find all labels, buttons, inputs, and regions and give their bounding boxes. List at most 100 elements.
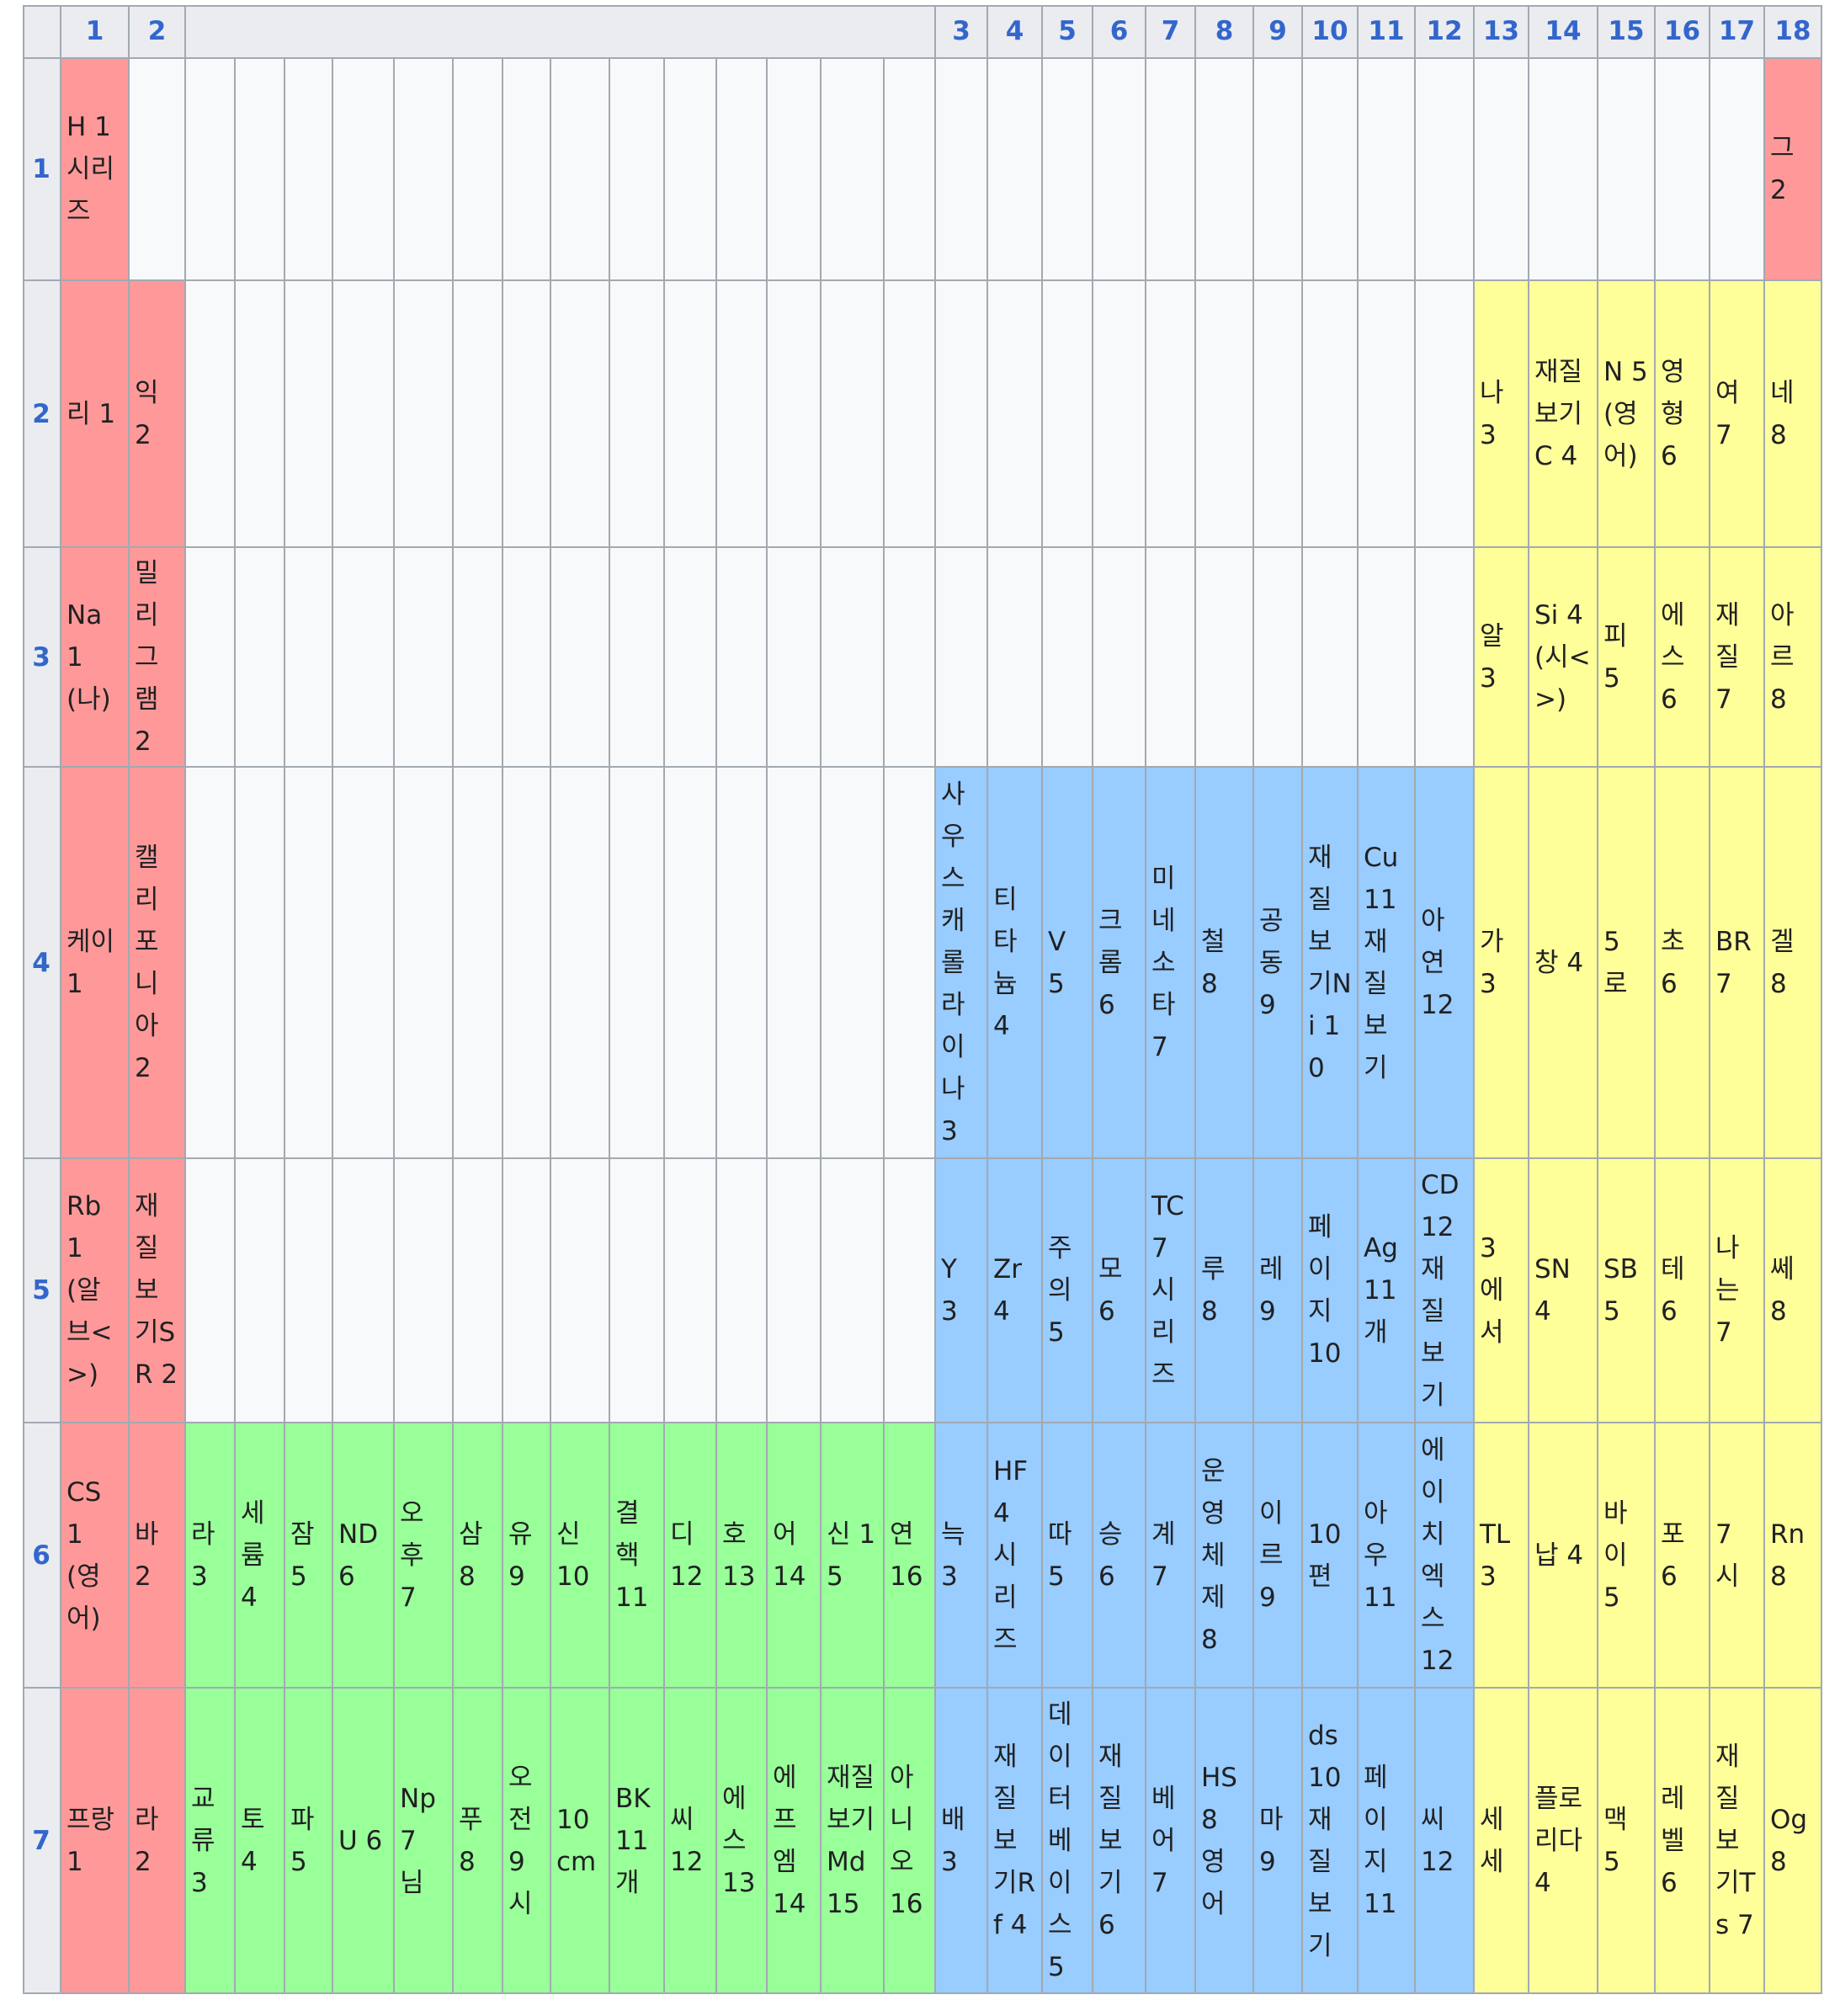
element-cell[interactable]: 어 14 [768, 1423, 822, 1689]
element-cell[interactable]: 에스 13 [717, 1689, 768, 1994]
element-cell[interactable]: TC 7 시리즈 [1146, 1159, 1196, 1423]
element-cell[interactable]: 재질보기Ts 7 [1710, 1689, 1765, 1994]
element-cell[interactable]: 10 cm [551, 1689, 610, 1994]
element-cell[interactable]: 신 15 [822, 1423, 885, 1689]
element-cell[interactable]: 티타늄 4 [988, 768, 1043, 1159]
row-header[interactable]: 6 [23, 1423, 61, 1689]
element-cell[interactable]: 디 12 [665, 1423, 717, 1689]
element-cell[interactable]: 테 6 [1656, 1159, 1710, 1423]
column-header[interactable]: 17 [1710, 5, 1765, 59]
element-cell[interactable]: 바이 5 [1598, 1423, 1656, 1689]
element-cell[interactable]: 아우 11 [1359, 1423, 1416, 1689]
element-cell[interactable]: 재질보기Rf 4 [988, 1689, 1043, 1994]
element-cell[interactable]: 나 3 [1475, 281, 1529, 548]
element-cell[interactable]: V 5 [1043, 768, 1093, 1159]
column-header[interactable]: 8 [1196, 5, 1254, 59]
element-cell[interactable]: 늑 3 [936, 1423, 988, 1689]
element-cell[interactable]: 사우스캐롤라이나 3 [936, 768, 988, 1159]
element-cell[interactable]: 알 3 [1475, 548, 1529, 768]
element-cell[interactable]: 페이지 11 [1359, 1689, 1416, 1994]
element-cell[interactable]: 마 9 [1254, 1689, 1303, 1994]
element-cell[interactable]: 캘리포니아 2 [130, 768, 186, 1159]
row-header[interactable]: 5 [23, 1159, 61, 1423]
element-cell[interactable]: Rb 1 (알브<>) [61, 1159, 130, 1423]
element-cell[interactable]: 모 6 [1093, 1159, 1146, 1423]
element-cell[interactable]: 프랑 1 [61, 1689, 130, 1994]
element-cell[interactable]: 가 3 [1475, 768, 1529, 1159]
element-cell[interactable]: 맥 5 [1598, 1689, 1656, 1994]
element-cell[interactable]: 아연 12 [1416, 768, 1475, 1159]
element-cell[interactable]: 쎄 8 [1765, 1159, 1822, 1423]
element-cell[interactable]: 7 시 [1710, 1423, 1765, 1689]
element-cell[interactable]: ND 6 [333, 1423, 395, 1689]
column-header[interactable]: 3 [936, 5, 988, 59]
element-cell[interactable]: 연 16 [885, 1423, 936, 1689]
element-cell[interactable]: Ag 11 개 [1359, 1159, 1416, 1423]
row-header[interactable]: 3 [23, 548, 61, 768]
element-cell[interactable]: BR 7 [1710, 768, 1765, 1159]
column-header[interactable]: 1 [61, 5, 130, 59]
element-cell[interactable]: ds 10 재질보기 [1303, 1689, 1359, 1994]
element-cell[interactable]: 철 8 [1196, 768, 1254, 1159]
element-cell[interactable]: 그 2 [1765, 59, 1822, 281]
element-cell[interactable]: 재질보기C 4 [1529, 281, 1598, 548]
row-header[interactable]: 4 [23, 768, 61, 1159]
element-cell[interactable]: SN 4 [1529, 1159, 1598, 1423]
element-cell[interactable]: 오전 9 시 [503, 1689, 551, 1994]
element-cell[interactable]: 겔 8 [1765, 768, 1822, 1159]
element-cell[interactable]: 익 2 [130, 281, 186, 548]
element-cell[interactable]: Np 7 님 [395, 1689, 454, 1994]
element-cell[interactable]: 결핵 11 [610, 1423, 665, 1689]
element-cell[interactable]: Y 3 [936, 1159, 988, 1423]
element-cell[interactable]: 씨 12 [1416, 1689, 1475, 1994]
column-header[interactable]: 6 [1093, 5, 1146, 59]
element-cell[interactable]: 신 10 [551, 1423, 610, 1689]
element-cell[interactable]: 세세 [1475, 1689, 1529, 1994]
element-cell[interactable]: 토 4 [236, 1689, 285, 1994]
element-cell[interactable]: Si 4 (시<>) [1529, 548, 1598, 768]
element-cell[interactable]: 나는 7 [1710, 1159, 1765, 1423]
element-cell[interactable]: CS 1 (영어) [61, 1423, 130, 1689]
element-cell[interactable]: 피 5 [1598, 548, 1656, 768]
element-cell[interactable]: 크롬 6 [1093, 768, 1146, 1159]
element-cell[interactable]: Rn 8 [1765, 1423, 1822, 1689]
element-cell[interactable]: 케이 1 [61, 768, 130, 1159]
element-cell[interactable]: 루 8 [1196, 1159, 1254, 1423]
element-cell[interactable]: 초 6 [1656, 768, 1710, 1159]
element-cell[interactable]: 포 6 [1656, 1423, 1710, 1689]
row-header[interactable]: 1 [23, 59, 61, 281]
element-cell[interactable]: 라 2 [130, 1689, 186, 1994]
element-cell[interactable]: 아니오 16 [885, 1689, 936, 1994]
element-cell[interactable]: 승 6 [1093, 1423, 1146, 1689]
element-cell[interactable]: 계 7 [1146, 1423, 1196, 1689]
element-cell[interactable]: 파 5 [285, 1689, 333, 1994]
column-header[interactable]: 12 [1416, 5, 1475, 59]
element-cell[interactable]: 재질 7 [1710, 548, 1765, 768]
element-cell[interactable]: BK 11 개 [610, 1689, 665, 1994]
column-header[interactable]: 9 [1254, 5, 1303, 59]
element-cell[interactable]: 재질보기Ni 10 [1303, 768, 1359, 1159]
element-cell[interactable]: 운영체제 8 [1196, 1423, 1254, 1689]
column-header[interactable]: 15 [1598, 5, 1656, 59]
element-cell[interactable]: 잠 5 [285, 1423, 333, 1689]
element-cell[interactable]: 라 3 [186, 1423, 236, 1689]
element-cell[interactable]: 리 1 [61, 281, 130, 548]
element-cell[interactable]: 따 5 [1043, 1423, 1093, 1689]
element-cell[interactable]: SB 5 [1598, 1159, 1656, 1423]
element-cell[interactable]: 네 8 [1765, 281, 1822, 548]
column-header[interactable]: 18 [1765, 5, 1822, 59]
element-cell[interactable]: 바 2 [130, 1423, 186, 1689]
element-cell[interactable]: 씨 12 [665, 1689, 717, 1994]
element-cell[interactable]: N 5 (영어) [1598, 281, 1656, 548]
element-cell[interactable]: 레벨 6 [1656, 1689, 1710, 1994]
element-cell[interactable]: 교류 3 [186, 1689, 236, 1994]
element-cell[interactable]: 배 3 [936, 1689, 988, 1994]
element-cell[interactable]: HS 8 영어 [1196, 1689, 1254, 1994]
element-cell[interactable]: 주의 5 [1043, 1159, 1093, 1423]
element-cell[interactable]: 3 에서 [1475, 1159, 1529, 1423]
element-cell[interactable]: 플로리다 4 [1529, 1689, 1598, 1994]
column-header[interactable]: 14 [1529, 5, 1598, 59]
element-cell[interactable]: Na 1 (나) [61, 548, 130, 768]
element-cell[interactable]: 재질보기Md 15 [822, 1689, 885, 1994]
element-cell[interactable]: 창 4 [1529, 768, 1598, 1159]
